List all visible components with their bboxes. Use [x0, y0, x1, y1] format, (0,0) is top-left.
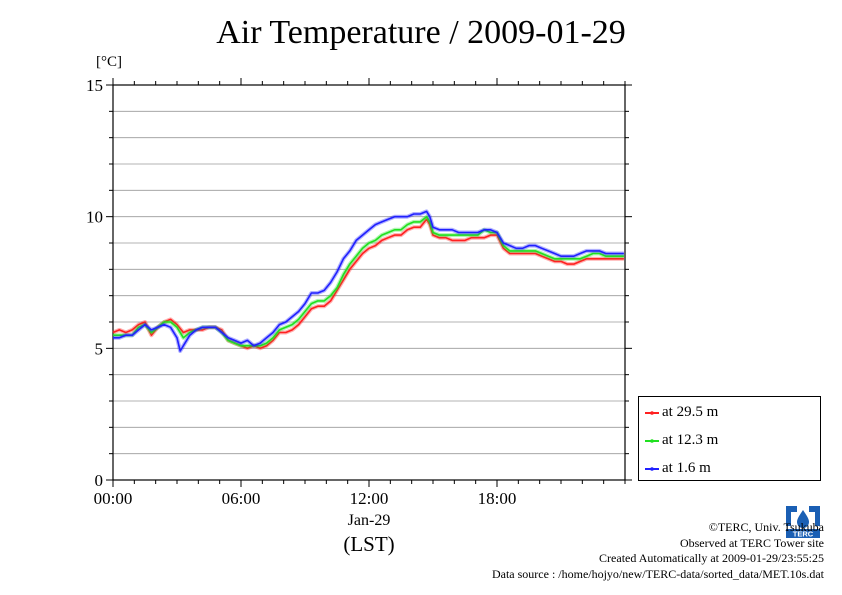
y-tick-label: 15 [86, 76, 103, 95]
x-tick-label: 12:00 [350, 489, 389, 508]
data-source-text: Data source : /home/hojyo/new/TERC-data/… [491, 566, 824, 581]
y-axis-unit-label: [°C] [96, 54, 122, 70]
series-band [112, 217, 624, 351]
plot-frame [112, 84, 626, 481]
legend-label: at 29.5 m [662, 404, 719, 420]
credits-block: ©TERC, Univ. Tsukuba Observed at TERC To… [492, 520, 824, 582]
logo-text: TERC [793, 530, 814, 539]
observed-text: Observed at TERC Tower site [679, 535, 824, 550]
x-tick-label: 00:00 [94, 489, 133, 508]
y-tick-label: 0 [95, 471, 104, 490]
legend-swatch [645, 466, 659, 471]
series-line [113, 210, 624, 352]
x-tick-label: 18:00 [478, 489, 517, 508]
legend-item-1-6m: at 1.6 m [645, 459, 711, 477]
legend-item-12-3m: at 12.3 m [645, 431, 718, 449]
legend-swatch [645, 410, 659, 415]
series-line [112, 218, 624, 350]
legend-item-29-5m: at 29.5 m [645, 403, 718, 421]
copyright-text: ©TERC, Univ. Tsukuba [708, 520, 824, 534]
series-band [113, 214, 624, 348]
y-tick-label: 5 [95, 339, 104, 358]
chart-title: Air Temperature / 2009-01-29 [216, 14, 626, 51]
series-line [113, 215, 624, 347]
x-tick-label: 06:00 [222, 489, 261, 508]
legend-label: at 1.6 m [662, 460, 711, 476]
legend-label: at 12.3 m [662, 432, 719, 448]
y-tick-label: 10 [86, 208, 103, 227]
terc-logo-icon: TERC [784, 501, 822, 539]
x-axis-date-label: Jan-29 [347, 512, 391, 529]
chart-legend: at 29.5 m at 12.3 m at 1.6 m [638, 396, 821, 481]
legend-swatch [645, 438, 659, 443]
created-text: Created Automatically at 2009-01-29/23:5… [599, 551, 824, 565]
x-axis-label: (LST) [343, 532, 395, 556]
